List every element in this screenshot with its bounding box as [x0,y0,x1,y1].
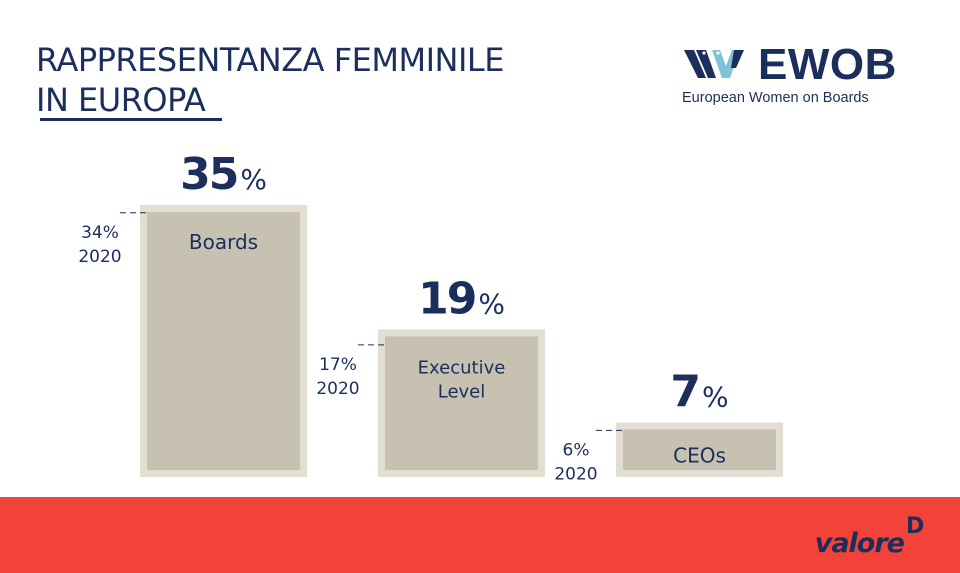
reference-value-label: 6% [563,440,590,460]
valore-d-logo: valore D [814,514,925,559]
value-label: 35% [180,149,267,200]
reference-year-label: 2020 [316,379,359,399]
bar [147,212,300,470]
title-underline [40,118,222,121]
reference-value-label: 17% [319,355,357,375]
page-title: RAPPRESENTANZA FEMMINILE IN EUROPA [36,40,504,120]
footer-band: valore D [0,497,960,573]
value-label: 7% [670,367,728,418]
bar [385,336,538,470]
value-label: 19% [418,273,505,324]
reference-year-label: 2020 [554,464,597,484]
page-title-line-1: RAPPRESENTANZA FEMMINILE [36,41,504,79]
brand-wordmark: valore [814,528,905,559]
logo-wordmark: EWOB [758,40,897,89]
category-label: Boards [189,230,258,254]
category-label: CEOs [673,444,726,468]
brand-d-mark: D [906,514,924,539]
ewob-logo: EWOB European Women on Boards [682,40,912,114]
reference-year-label: 2020 [78,247,121,267]
bar [623,429,776,470]
bar-chart: 35 % Boards 34% 2020 19 % Executive Level 17% 2020… [78,149,783,484]
ewob-stars-wings-icon [684,49,744,78]
reference-value-label: 34% [81,223,119,243]
logo-subtitle: European Women on Boards [682,90,869,106]
category-label: Executive Level [418,357,506,402]
page-title-line-2: IN EUROPA [36,81,206,119]
